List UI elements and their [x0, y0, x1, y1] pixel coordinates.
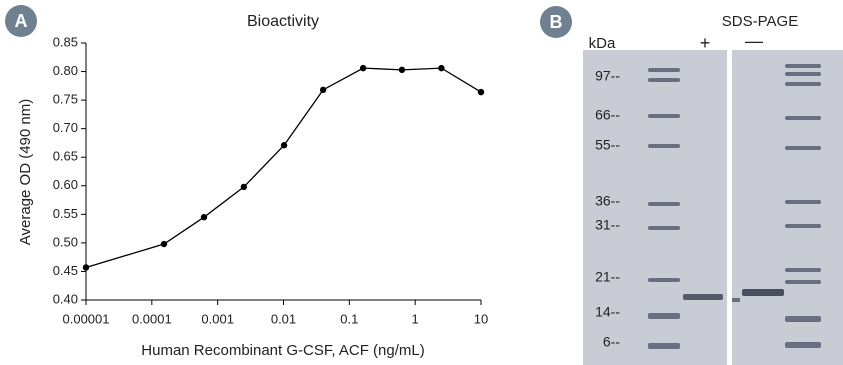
chart-title: Bioactivity	[247, 13, 319, 30]
data-point	[161, 241, 167, 247]
ladder-band	[785, 72, 821, 76]
ladder-band	[785, 82, 821, 86]
y-tick-label: 0.55	[53, 206, 78, 221]
ladder-band	[648, 343, 680, 349]
y-tick-label: 0.50	[53, 234, 78, 249]
data-point	[320, 87, 326, 93]
ladder-band	[785, 146, 821, 150]
data-point	[83, 264, 89, 270]
data-point	[241, 184, 247, 190]
y-tick-label: 0.65	[53, 149, 78, 164]
ladder-band	[785, 64, 821, 68]
ladder-band	[648, 278, 680, 282]
ladder-band	[648, 78, 680, 82]
y-tick-label: 0.80	[53, 63, 78, 78]
x-tick-label: 0.1	[340, 311, 358, 326]
ladder-band	[785, 280, 821, 284]
x-tick-label: 0.00001	[63, 311, 110, 326]
data-point	[399, 67, 405, 73]
ladder-band	[785, 224, 821, 228]
data-point	[438, 65, 444, 71]
y-tick-label: 0.40	[53, 291, 78, 306]
x-tick-label: 0.0001	[132, 311, 172, 326]
data-point	[281, 142, 287, 148]
ladder-band	[648, 226, 680, 230]
marker-label: 14--	[595, 304, 620, 320]
marker-label: 31--	[595, 217, 620, 233]
gel	[583, 50, 843, 365]
gel-title: SDS-PAGE	[722, 13, 798, 30]
data-point	[478, 89, 484, 95]
marker-label: 55--	[595, 137, 620, 153]
data-point	[201, 214, 207, 220]
y-tick-label: 0.85	[53, 34, 78, 49]
ladder-band	[648, 313, 680, 319]
lane-label: —	[745, 31, 763, 51]
gel-unit: kDa	[589, 35, 616, 52]
y-tick-label: 0.70	[53, 120, 78, 135]
gel-band	[742, 289, 784, 296]
marker-label: 6--	[603, 334, 620, 350]
y-tick-label: 0.45	[53, 263, 78, 278]
marker-label: 97--	[595, 68, 620, 84]
lane-label: +	[700, 33, 711, 53]
gel-band	[683, 294, 723, 300]
x-tick-label: 0.01	[271, 311, 296, 326]
ladder-band	[785, 316, 821, 322]
y-tick-label: 0.75	[53, 92, 78, 107]
x-tick-label: 1	[412, 311, 419, 326]
gel-band	[732, 298, 740, 302]
ladder-band	[785, 342, 821, 348]
y-tick-label: 0.60	[53, 177, 78, 192]
ladder-band	[648, 144, 680, 148]
ladder-band	[648, 68, 680, 72]
data-point	[360, 65, 366, 71]
panel-label: A	[15, 11, 28, 31]
ladder-band	[785, 268, 821, 272]
figure: A B Bioactivity Human Recombinant G-CSF,…	[0, 0, 843, 365]
panel-label: B	[550, 12, 563, 32]
ladder-band	[648, 114, 680, 118]
marker-label: 66--	[595, 107, 620, 123]
ladder-band	[785, 116, 821, 120]
marker-label: 21--	[595, 269, 620, 285]
x-tick-label: 0.001	[201, 311, 234, 326]
x-axis-label: Human Recombinant G-CSF, ACF (ng/mL)	[141, 342, 424, 359]
ladder-band	[785, 200, 821, 204]
marker-label: 36--	[595, 193, 620, 209]
ladder-band	[648, 202, 680, 206]
x-tick-label: 10	[474, 311, 488, 326]
y-axis-label: Average OD (490 nm)	[17, 99, 34, 245]
data-line	[86, 68, 481, 267]
